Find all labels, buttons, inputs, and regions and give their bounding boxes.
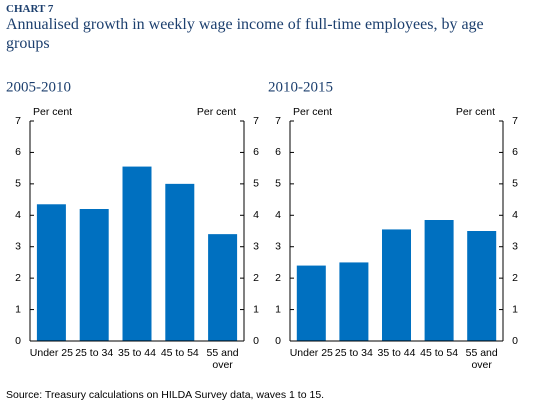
y2-tick-label: 5 — [512, 178, 518, 190]
y-tick-label: 3 — [275, 240, 281, 252]
chart-title: Annualised growth in weekly wage income … — [6, 16, 484, 52]
bar — [467, 231, 497, 341]
panel-title: 2005-2010 — [6, 79, 71, 95]
x-tick-label: 45 to 54 — [160, 347, 199, 359]
bar — [36, 204, 66, 341]
y2-tick-label: 7 — [253, 115, 259, 127]
y-tick-label: 7 — [15, 115, 21, 127]
y-tick-label: 0 — [15, 335, 21, 347]
y-tick-label: 5 — [15, 178, 21, 190]
y-axis-label: Per cent — [33, 106, 72, 118]
y2-tick-label: 4 — [512, 209, 518, 221]
x-tick-label: 25 to 34 — [75, 347, 114, 359]
y2-tick-label: 4 — [253, 209, 259, 221]
bar — [424, 220, 454, 341]
bar — [382, 229, 411, 341]
y-tick-label: 2 — [275, 272, 281, 284]
y2-tick-label: 0 — [512, 335, 518, 347]
x-tick-label: 25 to 34 — [334, 347, 373, 359]
y2-tick-label: 7 — [512, 115, 518, 127]
y2-tick-label: 6 — [512, 146, 518, 158]
y2-tick-label: 2 — [253, 272, 259, 284]
bar — [208, 234, 238, 341]
y-tick-label: 3 — [15, 240, 21, 252]
x-tick-label: 45 to 54 — [420, 347, 459, 359]
x-tick-label: Under 25 — [289, 347, 333, 359]
panel-title: 2010-2015 — [268, 79, 333, 95]
charts: 2005-2010 Per cent Per cent 0 1 2 3 4 5 6 7 0 1 2 3 4 5 6… — [6, 79, 518, 347]
source: Source: Treasury calculations on HILDA S… — [6, 389, 325, 401]
y2-axis-label: Per cent — [197, 106, 236, 118]
y2-axis-label: Per cent — [456, 106, 495, 118]
y2-tick-label: 1 — [253, 303, 259, 315]
y-tick-label: 0 — [275, 335, 281, 347]
y2-tick-label: 0 — [253, 335, 259, 347]
y-tick-label: 7 — [275, 115, 281, 127]
y-tick-label: 4 — [275, 209, 281, 221]
bar — [165, 183, 195, 341]
y-axis-label: Per cent — [293, 106, 332, 118]
x-tick-label: Under 25 — [29, 347, 73, 359]
x-tick-label: 35 to 44 — [377, 347, 416, 359]
y2-tick-label: 3 — [512, 240, 518, 252]
bar — [296, 265, 326, 341]
bar — [122, 166, 152, 341]
y-tick-label: 4 — [15, 209, 21, 221]
y2-tick-label: 5 — [253, 178, 259, 190]
y2-tick-label: 2 — [512, 272, 518, 284]
y-tick-label: 2 — [15, 272, 21, 284]
bar — [79, 209, 109, 341]
x-tick-label: 35 to 44 — [118, 347, 156, 359]
y2-tick-label: 1 — [512, 303, 518, 315]
y-tick-label: 5 — [275, 178, 281, 190]
chart-label: CHART 7 — [6, 3, 54, 15]
x-tick-label: 55 and over — [465, 347, 498, 371]
bar — [339, 262, 369, 341]
x-tick-label: 55 and over — [206, 347, 239, 371]
y-tick-label: 1 — [275, 303, 281, 315]
y-tick-label: 6 — [15, 146, 21, 158]
y2-tick-label: 3 — [253, 240, 259, 252]
y2-tick-label: 6 — [253, 146, 259, 158]
y-tick-label: 1 — [15, 303, 21, 315]
y-tick-label: 6 — [275, 146, 281, 158]
